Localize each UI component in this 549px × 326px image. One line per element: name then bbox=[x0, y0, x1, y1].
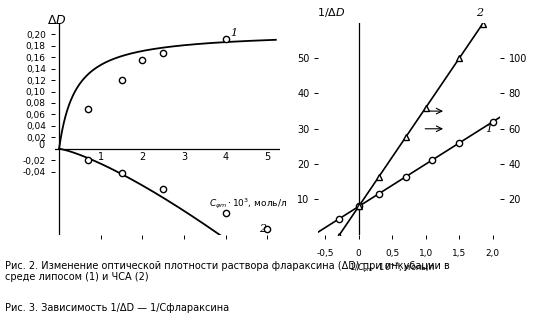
Text: 1,5: 1,5 bbox=[452, 249, 467, 258]
Text: 2: 2 bbox=[476, 8, 483, 19]
Text: 2: 2 bbox=[139, 152, 145, 162]
Text: 1: 1 bbox=[230, 28, 237, 38]
Text: 5: 5 bbox=[265, 152, 271, 162]
Text: 1: 1 bbox=[485, 124, 492, 134]
Text: 3: 3 bbox=[181, 152, 187, 162]
Text: $\Delta D$: $\Delta D$ bbox=[47, 14, 67, 27]
Text: 0,5: 0,5 bbox=[385, 249, 399, 258]
Text: 0: 0 bbox=[38, 140, 44, 150]
Text: 0: 0 bbox=[356, 249, 362, 258]
Text: Рис. 2. Изменение оптической плотности раствора флараксина (ΔD) при инкубации в
: Рис. 2. Изменение оптической плотности р… bbox=[5, 261, 450, 282]
Text: 2,0: 2,0 bbox=[486, 249, 500, 258]
Text: 4: 4 bbox=[223, 152, 229, 162]
Text: $1/\Delta D$: $1/\Delta D$ bbox=[317, 6, 345, 19]
Text: $C_{\varphi m}\cdot10^3$, моль/л: $C_{\varphi m}\cdot10^3$, моль/л bbox=[209, 196, 287, 211]
Text: 1: 1 bbox=[98, 152, 104, 162]
Text: 2: 2 bbox=[259, 224, 266, 234]
Text: 1,0: 1,0 bbox=[419, 249, 433, 258]
Text: -0,5: -0,5 bbox=[316, 249, 334, 258]
Text: $1/C_{\varphi m}\cdot10^{-3}$, моль/л: $1/C_{\varphi m}\cdot10^{-3}$, моль/л bbox=[349, 260, 435, 274]
Text: Рис. 3. Зависимость 1/ΔD — 1/Cфлараксина: Рис. 3. Зависимость 1/ΔD — 1/Cфлараксина bbox=[5, 303, 229, 313]
